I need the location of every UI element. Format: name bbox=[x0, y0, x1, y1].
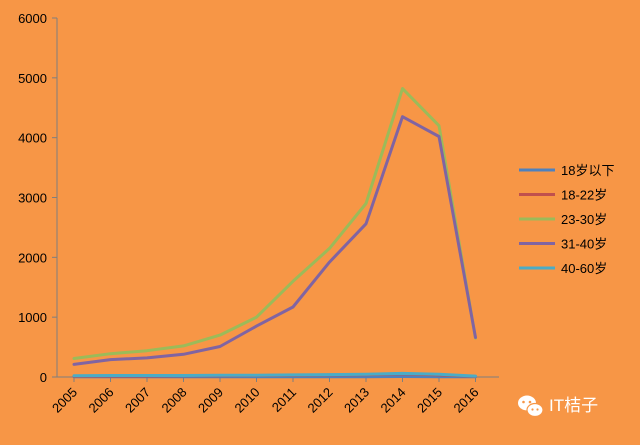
wechat-icon bbox=[518, 396, 543, 417]
legend-label: 31-40岁 bbox=[561, 237, 607, 252]
x-tick-label: 2010 bbox=[232, 385, 263, 416]
y-tick-label: 2000 bbox=[18, 250, 47, 265]
x-tick-label: 2009 bbox=[195, 385, 226, 416]
x-tick-label: 2015 bbox=[414, 385, 445, 416]
x-tick-label: 2008 bbox=[159, 385, 190, 416]
y-tick-label: 0 bbox=[40, 370, 47, 385]
x-tick-label: 2011 bbox=[269, 385, 299, 415]
watermark-text: IT桔子 bbox=[549, 396, 598, 415]
legend-item-4: 31-40岁 bbox=[519, 237, 607, 252]
legend-item-1: 18岁以下 bbox=[519, 163, 614, 178]
x-tick-label: 2016 bbox=[451, 385, 482, 416]
x-tick-label: 2006 bbox=[86, 385, 117, 416]
x-tick-label: 2012 bbox=[305, 385, 336, 416]
x-tick-label: 2014 bbox=[378, 385, 409, 416]
x-tick-label: 2005 bbox=[49, 385, 80, 416]
legend-item-5: 40-60岁 bbox=[519, 261, 607, 276]
legend-item-2: 18-22岁 bbox=[519, 188, 607, 203]
legend-label: 23-30岁 bbox=[561, 212, 607, 227]
legend-label: 40-60岁 bbox=[561, 261, 607, 276]
legend: 18岁以下 18-22岁 23-30岁 31-40岁 40-60岁 bbox=[519, 163, 614, 276]
series-lines bbox=[74, 89, 476, 377]
x-tick-label: 2007 bbox=[122, 385, 153, 416]
y-tick-label: 6000 bbox=[18, 11, 47, 26]
y-tick-label: 1000 bbox=[18, 310, 47, 325]
legend-item-3: 23-30岁 bbox=[519, 212, 607, 227]
legend-label: 18岁以下 bbox=[561, 163, 614, 178]
y-tick-label: 5000 bbox=[18, 71, 47, 86]
legend-label: 18-22岁 bbox=[561, 188, 607, 203]
y-tick-label: 3000 bbox=[18, 191, 47, 206]
y-axis: 0 1000 2000 3000 4000 5000 6000 bbox=[18, 11, 57, 385]
series-line-4 bbox=[74, 117, 476, 365]
x-tick-label: 2013 bbox=[341, 385, 372, 416]
y-tick-label: 4000 bbox=[18, 131, 47, 146]
watermark: IT桔子 bbox=[518, 396, 598, 417]
